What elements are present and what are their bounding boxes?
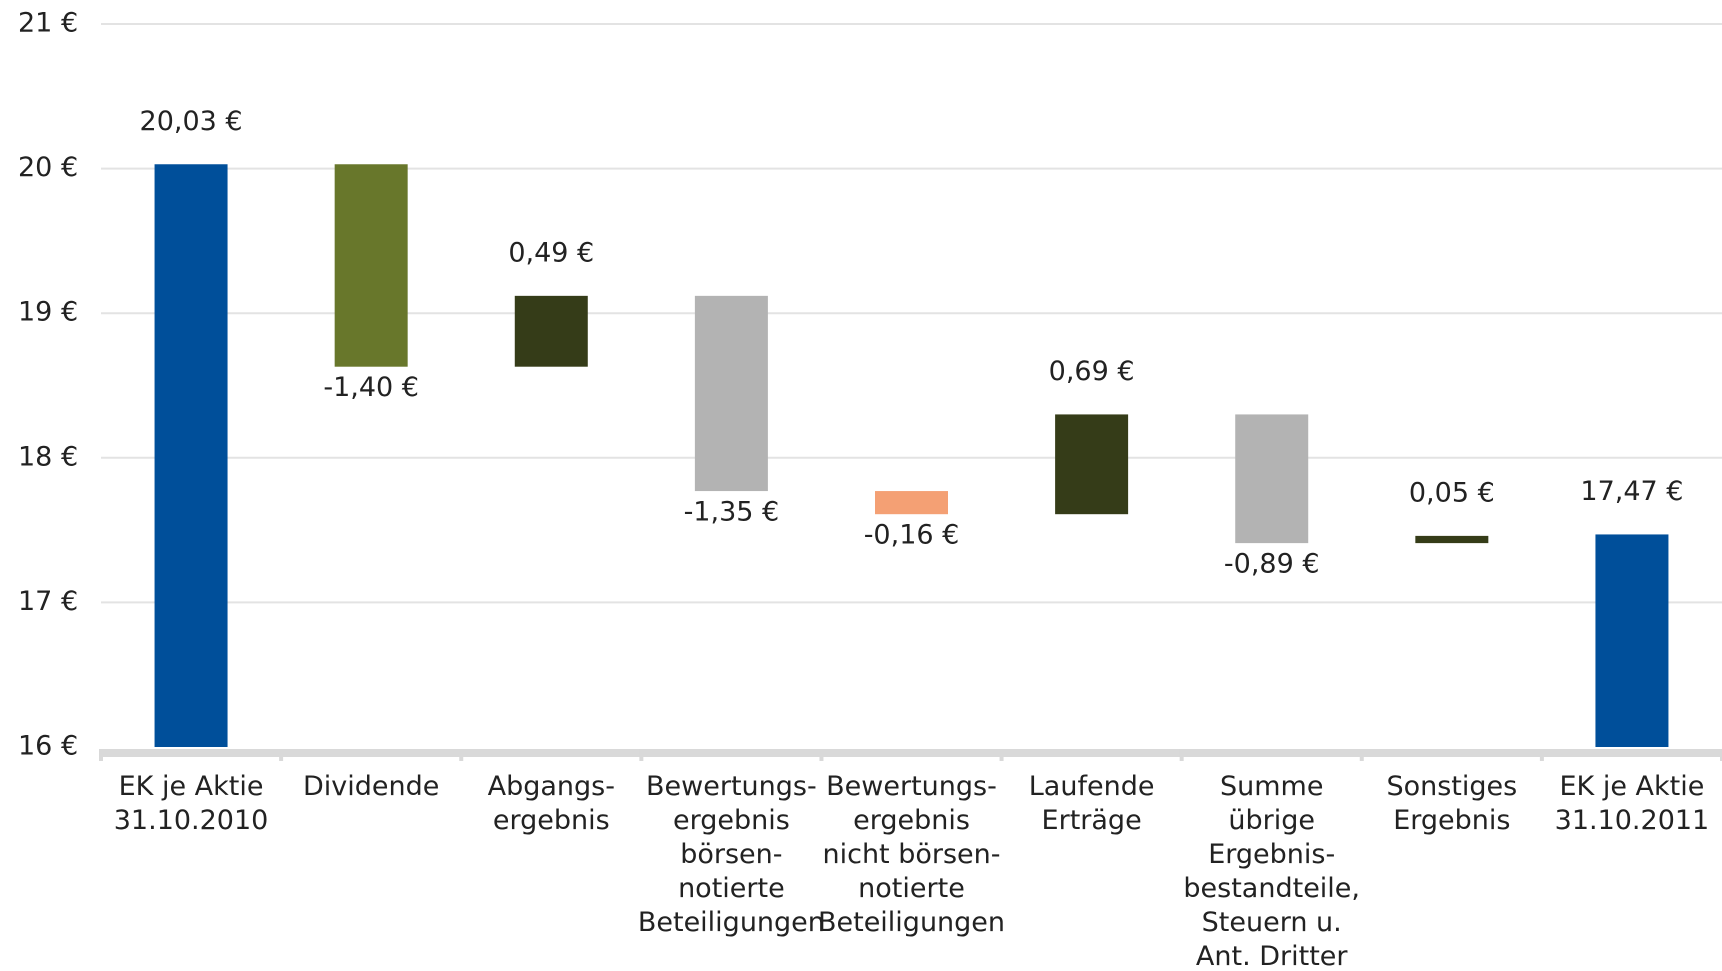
bar (1235, 414, 1309, 544)
x-tick-label-line: Summe (1220, 771, 1323, 802)
x-tick-label-line: bestandteile, (1183, 873, 1360, 904)
x-tick-label-line: notierte (858, 873, 965, 904)
y-tick-label: 17 € (18, 586, 78, 617)
value-label: 0,69 € (1049, 356, 1135, 387)
x-tick-label-line: Ergebnis- (1208, 839, 1335, 870)
y-tick-label: 18 € (18, 441, 78, 472)
x-tick-label: EK je Aktie 31.10.2011 (1555, 771, 1710, 836)
y-tick-label: 20 € (18, 152, 78, 183)
value-label: 0,49 € (508, 237, 594, 268)
x-tick-label-line: Erträge (1042, 805, 1142, 836)
value-label: -0,89 € (1224, 549, 1320, 580)
x-tick-label-line: ergebnis (493, 805, 610, 836)
x-tick-label-line: EK je Aktie (119, 771, 264, 802)
x-tick-label: Laufende Erträge (1029, 771, 1155, 836)
value-label: -1,35 € (684, 497, 780, 528)
value-label: -1,40 € (323, 372, 419, 403)
y-tick-label: 16 € (18, 731, 78, 762)
bar (1055, 414, 1129, 515)
x-tick-label-line: Bewertungs- (826, 771, 997, 802)
x-tick-label: Sonstiges Ergebnis (1386, 771, 1517, 836)
bar (514, 295, 588, 367)
x-tick-label-line: EK je Aktie (1560, 771, 1705, 802)
x-tick-label-line: übrige (1228, 805, 1315, 836)
value-label: 0,05 € (1409, 477, 1495, 508)
bar (1415, 535, 1489, 544)
x-tick-label-line: börsen- (680, 839, 782, 870)
x-tick-label-line: Bewertungs- (646, 771, 817, 802)
x-tick-label: Summe übrige Ergebnis-bestandteile, Steuern… (1183, 771, 1360, 971)
x-tick-label-line: 31.10.2011 (1555, 805, 1710, 836)
bar (1595, 534, 1669, 747)
x-tick-label-line: Beteiligungen (638, 907, 825, 938)
bar (334, 164, 408, 367)
y-tick-label: 19 € (18, 297, 78, 328)
x-tick-label-line: notierte (678, 873, 785, 904)
value-label: 20,03 € (140, 106, 243, 137)
x-tick-label-line: Ergebnis (1393, 805, 1510, 836)
x-tick-label-line: nicht börsen- (822, 839, 1000, 870)
bar (875, 491, 948, 515)
x-tick-label: Bewertungs-ergebnis börsen-notierte Beteil… (638, 771, 825, 938)
x-tick-label: EK je Aktie 31.10.2010 (114, 771, 269, 836)
x-tick-label-line: Ant. Dritter (1196, 941, 1349, 971)
x-tick-label-line: Abgangs- (488, 771, 615, 802)
x-tick-label-line: Sonstiges (1386, 771, 1517, 802)
bar (694, 295, 768, 492)
y-tick-label: 21 € (18, 8, 78, 39)
x-tick-label-line: Dividende (303, 771, 439, 802)
x-tick-label-line: Steuern u. (1202, 907, 1342, 938)
x-tick-label: Bewertungs-ergebnis nicht börsen-notierte… (818, 771, 1005, 938)
x-tick-label-line: ergebnis (853, 805, 970, 836)
x-tick-label-line: Laufende (1029, 771, 1155, 802)
x-tick-label-line: 31.10.2010 (114, 805, 269, 836)
value-label: 17,47 € (1580, 476, 1683, 507)
bar (154, 164, 228, 748)
x-tick-label-line: Beteiligungen (818, 907, 1005, 938)
x-tick-label: Abgangs-ergebnis (488, 771, 615, 836)
x-tick-label-line: ergebnis (673, 805, 790, 836)
value-label: -0,16 € (864, 520, 960, 551)
x-tick-label: Dividende (303, 771, 439, 802)
